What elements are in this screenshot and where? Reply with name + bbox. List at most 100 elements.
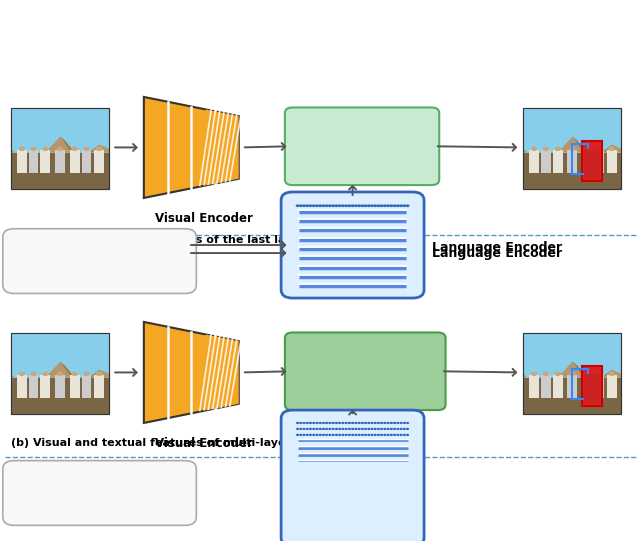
Circle shape bbox=[319, 422, 322, 424]
Circle shape bbox=[328, 422, 332, 424]
Circle shape bbox=[406, 204, 410, 207]
Circle shape bbox=[361, 422, 364, 424]
Circle shape bbox=[341, 428, 344, 430]
Circle shape bbox=[370, 204, 374, 207]
Text: Visual Encoder: Visual Encoder bbox=[155, 437, 253, 450]
Circle shape bbox=[393, 434, 396, 436]
Circle shape bbox=[319, 434, 322, 436]
FancyBboxPatch shape bbox=[582, 366, 602, 406]
FancyBboxPatch shape bbox=[524, 333, 621, 378]
Circle shape bbox=[373, 204, 377, 207]
Circle shape bbox=[42, 147, 49, 151]
Circle shape bbox=[399, 428, 403, 430]
Circle shape bbox=[19, 372, 25, 376]
Circle shape bbox=[344, 428, 348, 430]
Circle shape bbox=[348, 204, 351, 207]
Circle shape bbox=[584, 372, 590, 376]
Circle shape bbox=[357, 204, 361, 207]
Circle shape bbox=[325, 434, 328, 436]
Circle shape bbox=[383, 428, 387, 430]
Circle shape bbox=[543, 147, 549, 151]
Circle shape bbox=[335, 422, 338, 424]
Polygon shape bbox=[524, 361, 621, 394]
Polygon shape bbox=[524, 153, 621, 189]
Circle shape bbox=[348, 422, 351, 424]
Text: ": " bbox=[24, 476, 28, 486]
Text: next to man in hat: next to man in hat bbox=[63, 500, 163, 510]
Circle shape bbox=[328, 434, 332, 436]
Circle shape bbox=[296, 434, 299, 436]
Circle shape bbox=[296, 422, 299, 424]
FancyBboxPatch shape bbox=[17, 150, 27, 173]
FancyBboxPatch shape bbox=[285, 333, 445, 410]
FancyBboxPatch shape bbox=[3, 229, 196, 293]
Circle shape bbox=[609, 147, 615, 151]
Circle shape bbox=[322, 422, 325, 424]
Circle shape bbox=[374, 422, 377, 424]
Circle shape bbox=[367, 434, 371, 436]
Polygon shape bbox=[205, 109, 239, 186]
Circle shape bbox=[609, 372, 615, 376]
Circle shape bbox=[72, 372, 78, 376]
FancyBboxPatch shape bbox=[82, 375, 92, 398]
Circle shape bbox=[308, 204, 312, 207]
FancyBboxPatch shape bbox=[17, 375, 27, 398]
FancyBboxPatch shape bbox=[70, 375, 79, 398]
Circle shape bbox=[403, 204, 406, 207]
Circle shape bbox=[367, 428, 371, 430]
Circle shape bbox=[396, 422, 399, 424]
Circle shape bbox=[312, 428, 316, 430]
Text: Language Encoder: Language Encoder bbox=[431, 241, 562, 254]
Polygon shape bbox=[11, 136, 109, 169]
Circle shape bbox=[344, 204, 348, 207]
Text: "Lady very back with white
shirts on, next to man in hat": "Lady very back with white shirts on, ne… bbox=[23, 250, 176, 272]
Circle shape bbox=[399, 422, 403, 424]
FancyBboxPatch shape bbox=[55, 150, 65, 173]
Circle shape bbox=[383, 434, 387, 436]
Circle shape bbox=[358, 428, 360, 430]
Circle shape bbox=[367, 422, 371, 424]
FancyBboxPatch shape bbox=[584, 374, 600, 404]
Circle shape bbox=[306, 428, 309, 430]
Circle shape bbox=[367, 204, 371, 207]
FancyBboxPatch shape bbox=[524, 333, 621, 414]
Circle shape bbox=[351, 434, 354, 436]
Circle shape bbox=[325, 422, 328, 424]
Circle shape bbox=[380, 204, 383, 207]
Circle shape bbox=[371, 422, 374, 424]
Circle shape bbox=[300, 434, 302, 436]
Circle shape bbox=[360, 204, 364, 207]
Circle shape bbox=[300, 422, 302, 424]
Circle shape bbox=[296, 428, 299, 430]
Circle shape bbox=[332, 428, 335, 430]
Circle shape bbox=[348, 428, 351, 430]
Circle shape bbox=[31, 147, 36, 151]
Circle shape bbox=[316, 434, 319, 436]
Circle shape bbox=[390, 434, 393, 436]
Circle shape bbox=[406, 428, 409, 430]
Circle shape bbox=[318, 204, 322, 207]
Circle shape bbox=[19, 147, 25, 151]
Circle shape bbox=[306, 422, 309, 424]
Circle shape bbox=[361, 428, 364, 430]
FancyBboxPatch shape bbox=[285, 108, 439, 185]
Text: Visual Encoder: Visual Encoder bbox=[155, 212, 253, 225]
Circle shape bbox=[393, 422, 396, 424]
Circle shape bbox=[399, 204, 403, 207]
Circle shape bbox=[351, 204, 355, 207]
Circle shape bbox=[332, 204, 335, 207]
Circle shape bbox=[321, 204, 325, 207]
Circle shape bbox=[316, 422, 319, 424]
FancyBboxPatch shape bbox=[553, 150, 563, 173]
Text: Cross-Level
Visual-Language Module: Cross-Level Visual-Language Module bbox=[293, 357, 438, 385]
Circle shape bbox=[303, 434, 306, 436]
Circle shape bbox=[315, 204, 319, 207]
Polygon shape bbox=[60, 361, 99, 390]
FancyBboxPatch shape bbox=[281, 410, 424, 541]
Circle shape bbox=[387, 422, 390, 424]
Circle shape bbox=[324, 204, 328, 207]
Circle shape bbox=[399, 434, 403, 436]
FancyBboxPatch shape bbox=[529, 150, 539, 173]
Circle shape bbox=[396, 204, 400, 207]
Circle shape bbox=[390, 204, 394, 207]
